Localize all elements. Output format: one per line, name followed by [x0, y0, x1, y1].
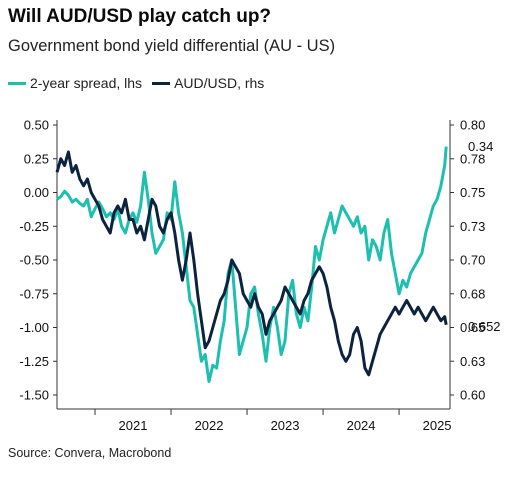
source-note: Source: Convera, Macrobond	[8, 446, 172, 460]
legend-swatch-audusd	[152, 81, 171, 85]
legend-label-audusd: AUD/USD, rhs	[174, 75, 265, 91]
y-right-tick-label: 0.70	[460, 253, 485, 268]
y-left-tick-label: -1.50	[19, 388, 49, 403]
y-right-tick-label: 0.75	[460, 185, 485, 200]
y-right-tick-label: 0.73	[460, 219, 485, 234]
y-left-tick-label: -1.00	[19, 320, 49, 335]
legend-swatch-spread	[8, 81, 26, 85]
chart-subtitle: Government bond yield differential (AU -…	[8, 37, 336, 55]
y-left-tick-label: -0.25	[19, 219, 49, 234]
legend-item-audusd: AUD/USD, rhs	[152, 75, 264, 91]
y-right-tick-label: 0.60	[460, 388, 485, 403]
x-tick-label: 2022	[195, 418, 224, 433]
x-tick-label: 2023	[271, 418, 300, 433]
y-right-tick-label: 0.65	[460, 320, 485, 335]
y-left-tick-label: 0.25	[24, 151, 49, 166]
x-tick-label: 2021	[119, 418, 148, 433]
spread-series-line	[56, 146, 448, 383]
audusd-series-line	[55, 150, 448, 377]
x-tick-label: 2024	[347, 418, 376, 433]
legend-item-spread: 2-year spread, lhs	[8, 75, 142, 91]
y-left-tick-label: -0.75	[19, 286, 49, 301]
legend-label-spread: 2-year spread, lhs	[30, 75, 143, 91]
audusd-last-value-label: 0.652	[468, 319, 501, 334]
y-left-tick-label: 0.00	[24, 185, 49, 200]
y-right-tick-label: 0.78	[460, 151, 485, 166]
spread-last-value-label: 0.34	[468, 139, 493, 154]
chart-legend: 2-year spread, lhs AUD/USD, rhs	[8, 75, 274, 91]
y-left-tick-label: -0.50	[19, 253, 49, 268]
chart-title: Will AUD/USD play catch up?	[8, 6, 272, 27]
x-tick-label: 2025	[423, 418, 452, 433]
y-left-tick-label: -1.25	[19, 354, 49, 369]
y-right-tick-label: 0.63	[460, 354, 485, 369]
y-right-tick-label: 0.80	[460, 118, 485, 133]
y-right-tick-label: 0.68	[460, 286, 485, 301]
y-left-tick-label: 0.50	[24, 118, 49, 133]
